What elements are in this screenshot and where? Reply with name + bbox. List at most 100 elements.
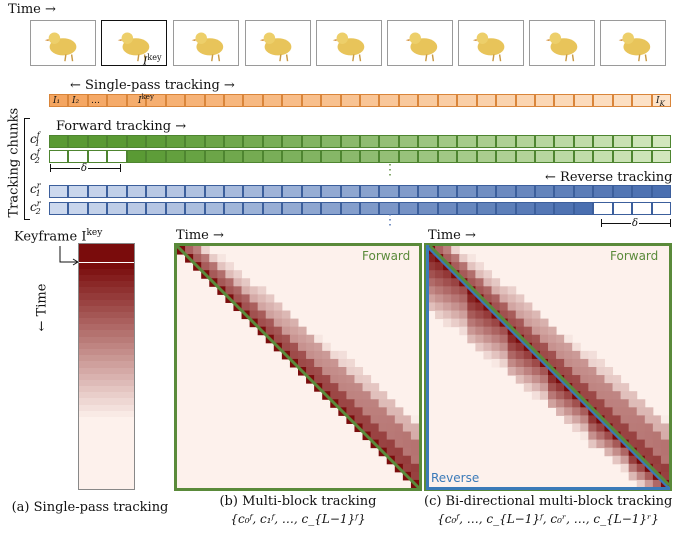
- heat-cell: [596, 407, 605, 416]
- heat-cell: [556, 407, 565, 416]
- heat-cell: [515, 367, 525, 376]
- heat-cell: [644, 407, 654, 416]
- heat-cell: [588, 415, 597, 424]
- orange-strip-cell: [632, 94, 652, 107]
- heat-cell: [233, 278, 243, 287]
- heat-cell: [467, 302, 476, 312]
- heat-cell: [620, 407, 630, 416]
- rev1-cell: [379, 185, 399, 198]
- fwd1-cell: [515, 135, 535, 148]
- heat-cell: [588, 375, 597, 384]
- heat-cell: [580, 407, 589, 416]
- heat-cell: [435, 294, 444, 303]
- heat-cell: [499, 302, 509, 312]
- fwd1-cell: [360, 135, 380, 148]
- fwd1-cell: [612, 135, 633, 148]
- rev1-cell: [262, 185, 283, 198]
- panel-b-formula: {c₀ᶠ, c₁ᶠ, …, c_{L−1}ᶠ}: [230, 512, 366, 526]
- heat-cell: [483, 326, 493, 336]
- heat-cell: [241, 286, 251, 295]
- heat-cell: [427, 286, 436, 295]
- heat-cell: [556, 350, 565, 360]
- heat-cell: [314, 375, 323, 384]
- rev2-cell: [107, 202, 127, 215]
- heat-cell: [564, 391, 573, 400]
- heat-cell: [652, 463, 662, 473]
- heat-cell: [378, 423, 388, 433]
- heat-cell: [354, 407, 364, 416]
- orange-strip-cell: [360, 94, 380, 107]
- heat-cell: [636, 431, 646, 441]
- heat-cell: [378, 431, 388, 441]
- heat-cell: [572, 399, 581, 408]
- rev1-cell: [534, 185, 555, 198]
- heat-cell: [467, 254, 476, 263]
- heat-cell: [346, 358, 355, 368]
- rev2-cell: [87, 202, 108, 215]
- heat-cell: [443, 246, 452, 255]
- heat-cell: [483, 270, 493, 279]
- attention-row: [79, 256, 134, 264]
- heat-cell: [435, 262, 444, 271]
- heat-cell: [491, 302, 501, 312]
- heat-cell: [314, 342, 323, 352]
- heat-cell: [531, 318, 541, 328]
- heat-cell: [370, 391, 380, 400]
- heat-cell: [652, 439, 662, 449]
- heat-cell: [451, 318, 460, 328]
- heat-cell: [564, 375, 573, 384]
- heat-cell: [531, 310, 541, 320]
- attention-row: [79, 299, 134, 307]
- heat-cell: [467, 318, 476, 328]
- heat-cell: [652, 423, 662, 433]
- heat-cell: [483, 278, 493, 287]
- heat-cell: [257, 294, 267, 303]
- heat-cell: [612, 383, 622, 392]
- orange-strip-cell: [379, 94, 399, 107]
- heat-cell: [636, 471, 646, 481]
- heat-cell: [644, 423, 654, 433]
- panel-a-caption: (a) Single-pass tracking: [11, 500, 169, 515]
- heat-cell: [217, 278, 226, 287]
- heat-cell: [370, 431, 380, 441]
- heat-cell: [628, 423, 638, 433]
- orange-strip-cell: [651, 94, 671, 107]
- heat-cell: [249, 294, 259, 303]
- rev2-cell: [476, 202, 497, 215]
- heat-cell: [322, 367, 331, 376]
- heat-cell: [531, 358, 541, 368]
- heat-cell: [588, 391, 597, 400]
- heat-cell: [531, 326, 541, 336]
- heat-cell: [435, 270, 444, 279]
- bidirectional-matrix: [424, 243, 672, 491]
- rev1-cell: [185, 185, 205, 198]
- heat-cell: [386, 407, 396, 416]
- heat-cell: [265, 310, 275, 320]
- rev2-cell: [496, 202, 516, 215]
- heat-cell: [636, 463, 646, 473]
- heat-cell: [475, 318, 484, 328]
- heat-cell: [289, 334, 299, 344]
- forward-row2-label: cf2: [30, 148, 40, 166]
- rev2-cell: [301, 202, 322, 215]
- heat-cell: [660, 455, 669, 465]
- heat-cell: [322, 350, 331, 360]
- rev2-cell: [204, 202, 224, 215]
- heat-cell: [556, 399, 565, 408]
- rev2-cell: [243, 202, 263, 215]
- attention-row: [79, 293, 134, 301]
- forward-tracking-title: Forward tracking →: [56, 119, 187, 134]
- heat-cell: [217, 254, 226, 263]
- heat-cell: [491, 278, 501, 287]
- heat-cell: [531, 375, 541, 384]
- fwd2-cell: [223, 150, 244, 163]
- heat-cell: [556, 358, 565, 368]
- attention-row: [79, 386, 134, 394]
- heat-cell: [660, 423, 669, 433]
- keyframe-row-line: [79, 262, 134, 263]
- heat-cell: [443, 254, 452, 263]
- heat-cell: [588, 358, 597, 368]
- attention-row: [79, 274, 134, 283]
- keyframe-label: Keyframe Ikey: [14, 228, 103, 245]
- heat-cell: [475, 278, 484, 287]
